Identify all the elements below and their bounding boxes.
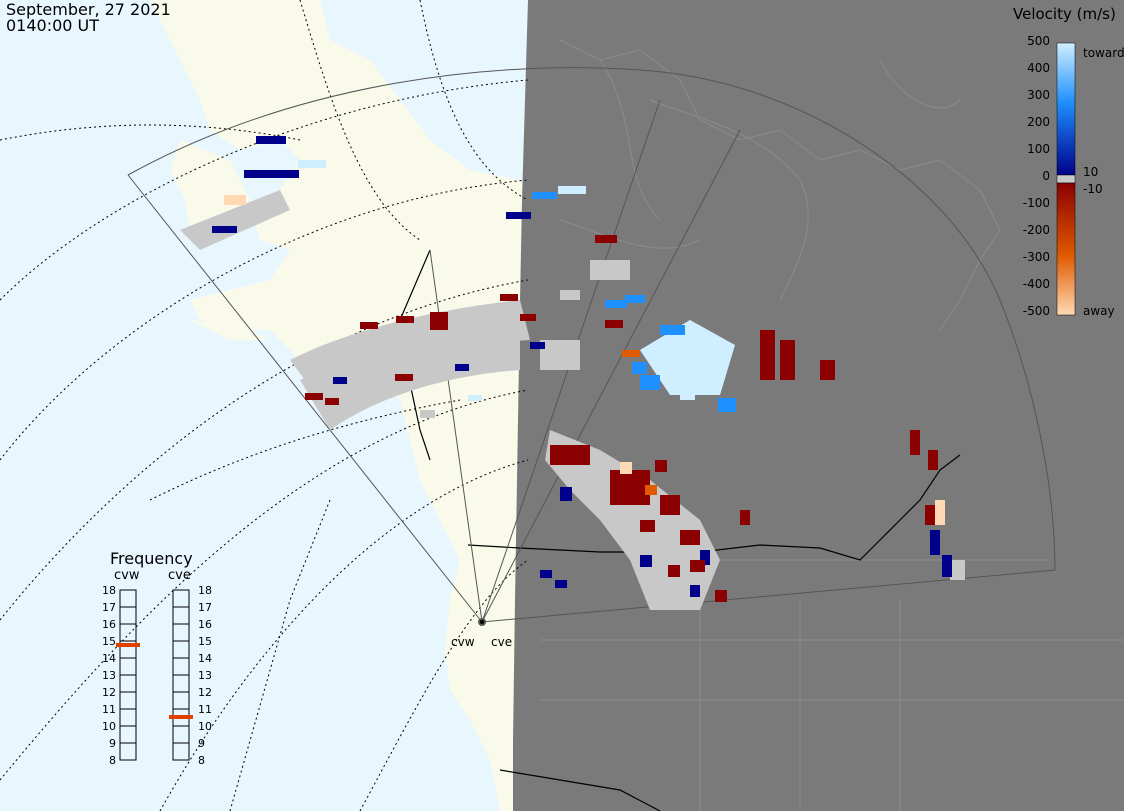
freq-tick-right: 18 [198, 584, 212, 597]
site-label-cve: cve [491, 635, 513, 649]
vel-tick: -300 [1022, 250, 1050, 264]
radar-label-cvw: cvw [114, 568, 140, 583]
velocity-dark-blue [212, 136, 952, 597]
freq-tick-left: 12 [102, 686, 116, 699]
site-cve-marker [480, 620, 484, 624]
freq-tick-left: 17 [102, 601, 116, 614]
vel-tick: 10 [1083, 165, 1099, 179]
vel-tick: -200 [1022, 223, 1050, 237]
freq-tick-left: 14 [102, 652, 116, 665]
vel-tick: 0 [1042, 169, 1050, 183]
frequency-bars [119, 589, 190, 761]
night-coastlines [540, 39, 1124, 811]
velocity-dark-red [305, 235, 938, 602]
velocity-mid-blue [532, 192, 736, 412]
freq-tick-left: 9 [109, 737, 116, 750]
vel-tick: -100 [1022, 196, 1050, 210]
freq-tick-right: 9 [198, 737, 205, 750]
freq-tick-right: 11 [198, 703, 212, 716]
vel-tick: -400 [1022, 277, 1050, 291]
freq-tick-left: 18 [102, 584, 116, 597]
velocity-colorbar [1056, 42, 1076, 316]
cve-frequency-indicator [169, 715, 193, 719]
vel-tick: 500 [1027, 34, 1050, 48]
grid-lines [0, 0, 529, 811]
toward-label: toward [1083, 46, 1124, 60]
freq-tick-right: 16 [198, 618, 212, 631]
freq-tick-right: 12 [198, 686, 212, 699]
date-label: September, 27 2021 [6, 0, 171, 19]
freq-tick-left: 15 [102, 635, 116, 648]
velocity-light-blue [298, 160, 735, 401]
vel-tick: 100 [1027, 142, 1050, 156]
vel-tick: -10 [1083, 182, 1103, 196]
radar-label-cve: cve [168, 568, 191, 583]
cvw-frequency-indicator [116, 643, 140, 647]
freq-tick-right: 8 [198, 754, 205, 767]
velocity-orange [622, 350, 657, 495]
radar-sites [478, 618, 486, 626]
freq-tick-left: 8 [109, 754, 116, 767]
frequency-indicators [116, 643, 193, 719]
vel-tick: 200 [1027, 115, 1050, 129]
freq-tick-right: 14 [198, 652, 212, 665]
freq-tick-right: 15 [198, 635, 212, 648]
land [0, 0, 530, 811]
away-label: away [1083, 304, 1115, 318]
freq-tick-right: 10 [198, 720, 212, 733]
vel-tick: -500 [1022, 304, 1050, 318]
freq-tick-right: 13 [198, 669, 212, 682]
velocity-title: Velocity (m/s) [1013, 5, 1116, 23]
freq-tick-left: 11 [102, 703, 116, 716]
vel-tick: 400 [1027, 61, 1050, 75]
frequency-title: Frequency [110, 549, 193, 568]
vel-tick: 300 [1027, 88, 1050, 102]
freq-tick-right: 17 [198, 601, 212, 614]
freq-tick-left: 13 [102, 669, 116, 682]
freq-tick-left: 10 [102, 720, 116, 733]
time-label: 0140:00 UT [6, 16, 100, 35]
velocity-light-orange [224, 195, 945, 525]
site-label-cvw: cvw [451, 635, 475, 649]
freq-tick-left: 16 [102, 618, 116, 631]
